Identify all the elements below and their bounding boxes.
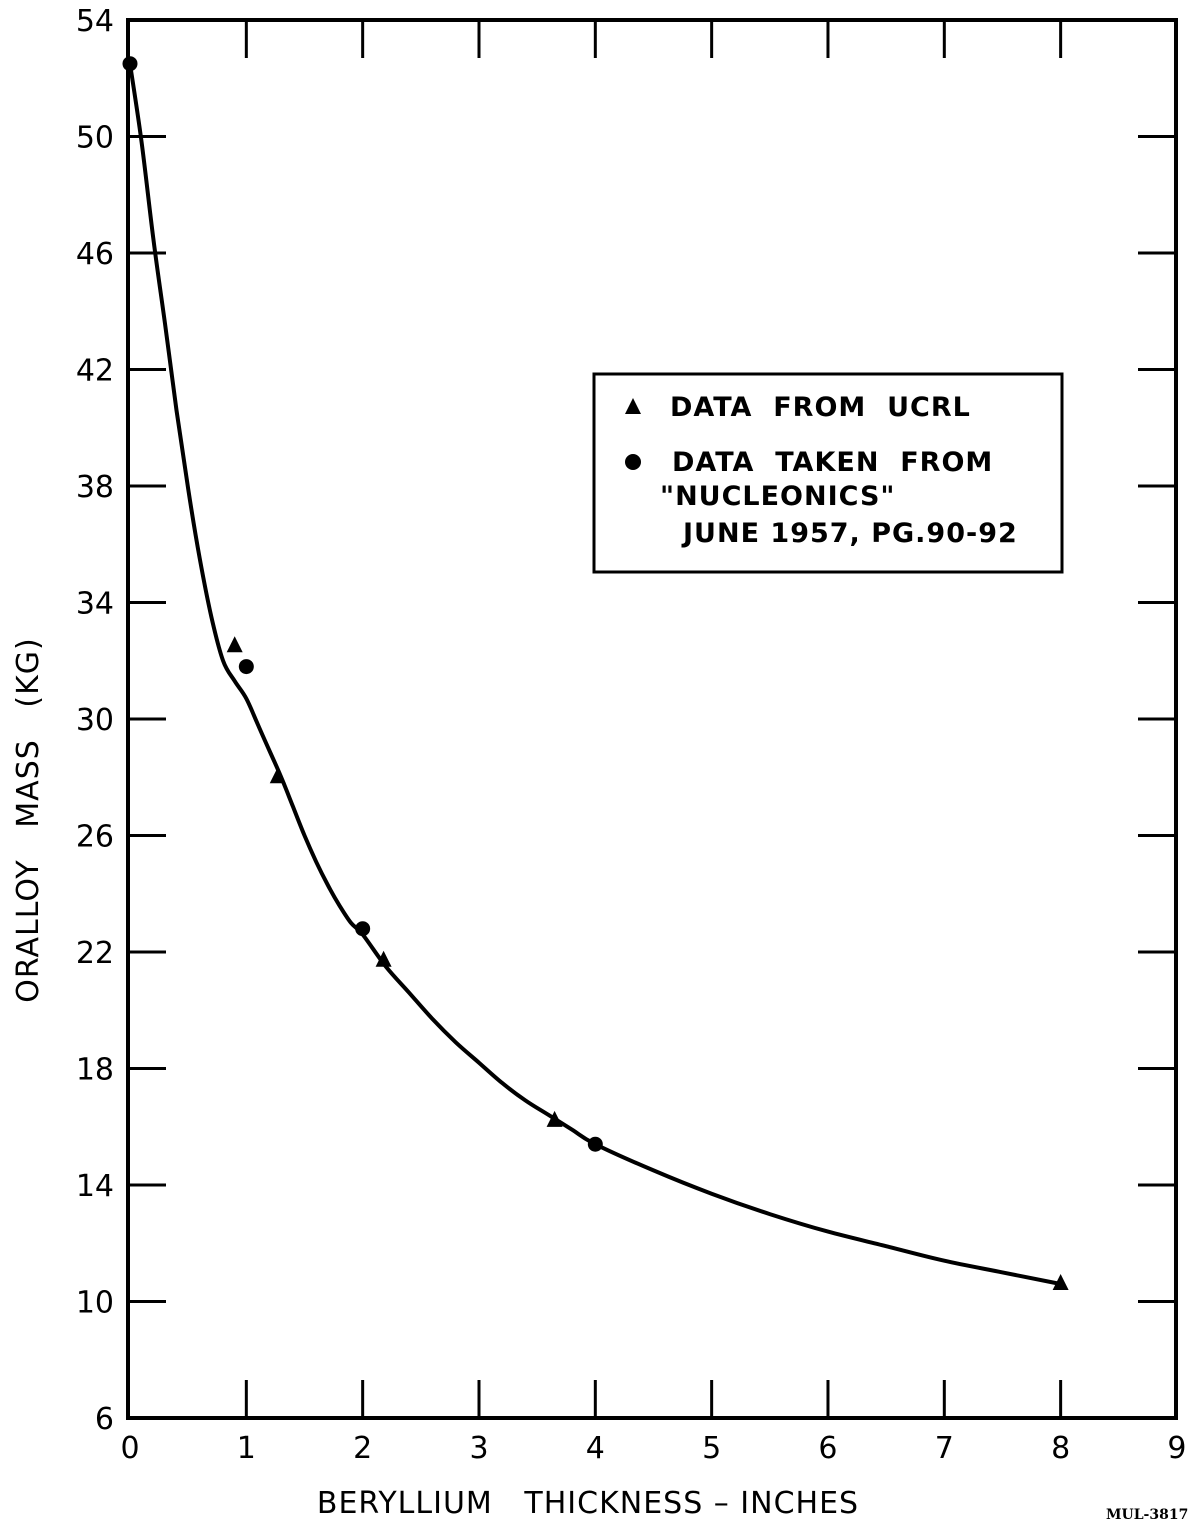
y-tick-label: 50 [76,121,114,156]
plot-frame [126,18,1178,1420]
data-point-circle [587,1136,603,1152]
x-tick-label: 5 [702,1431,721,1466]
data-point-triangle [269,767,286,784]
y-axis-label: ORALLOY MASS (KG) [11,637,46,1002]
tick-marks [128,20,1176,1418]
figure-reference-code: MUL-3817 [1106,1507,1188,1523]
x-tick-label: 3 [469,1431,488,1466]
y-tick-label: 42 [76,354,114,389]
legend-circle-marker [625,454,641,470]
data-point-circle [122,56,138,72]
y-tick-label: 14 [76,1169,114,1204]
x-tick-label: 9 [1167,1431,1186,1466]
legend-ucrl-label: DATA FROM UCRL [670,392,971,423]
legend-nucleonics-label: DATA TAKEN FROM "NUCLEONICS" JUNE 1957, … [0,0,1070,549]
x-tick-label: 8 [1051,1431,1070,1466]
y-tick-label: 34 [76,587,114,622]
data-point-triangle [375,950,392,967]
y-tick-label: 30 [76,703,114,738]
data-point-circle [355,921,371,937]
y-tick-label: 18 [76,1053,114,1088]
data-point-circle [238,659,254,675]
y-tick-label: 26 [76,820,114,855]
y-tick-label: 6 [95,1402,114,1437]
x-tick-label: 2 [353,1431,372,1466]
y-tick-label: 10 [76,1286,114,1321]
x-tick-label: 4 [586,1431,605,1466]
x-axis-label: BERYLLIUM THICKNESS – INCHES [317,1486,859,1521]
y-tick-label: 54 [76,4,114,39]
legend-triangle-marker [625,398,641,414]
x-tick-label: 6 [818,1431,837,1466]
y-tick-label: 22 [76,936,114,971]
fitted-curve [128,63,1061,1286]
data-points [122,56,1069,1291]
data-point-triangle [1052,1274,1069,1291]
data-point-triangle [546,1110,563,1127]
x-tick-label: 0 [120,1431,139,1466]
data-point-triangle [226,636,243,653]
x-tick-label: 7 [935,1431,954,1466]
legend-box [592,372,1064,574]
y-tick-label: 46 [76,237,114,272]
x-tick-label: 1 [237,1431,256,1466]
legend: DATA FROM UCRL DATA TAKEN FROM "NUCLEONI… [0,0,1070,574]
y-tick-label: 38 [76,470,114,505]
